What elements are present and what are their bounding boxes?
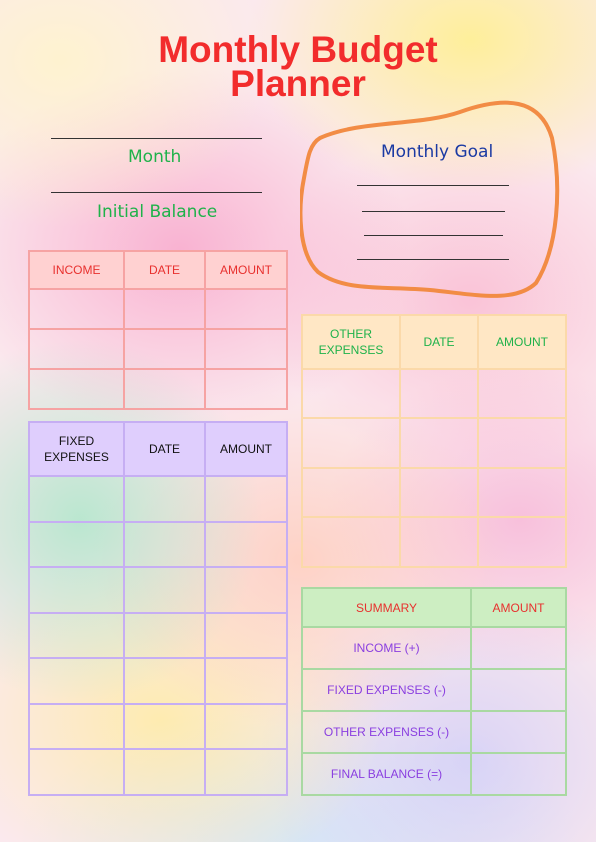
table-cell[interactable]: [301, 417, 401, 469]
table-cell[interactable]: [204, 288, 288, 330]
goal-line-3[interactable]: [364, 235, 503, 236]
table-cell[interactable]: [28, 288, 125, 330]
date-header: DATE: [123, 421, 206, 477]
summary-row-other-expenses: OTHER EXPENSES (-): [301, 710, 472, 754]
table-cell[interactable]: [399, 417, 479, 469]
table-cell[interactable]: [28, 748, 125, 796]
table-cell[interactable]: [204, 657, 288, 705]
goal-line-4[interactable]: [357, 259, 509, 260]
table-cell[interactable]: [123, 566, 206, 614]
date-header: DATE: [399, 314, 479, 370]
table-cell[interactable]: [470, 668, 567, 712]
table-cell[interactable]: [301, 516, 401, 568]
table-cell[interactable]: [470, 710, 567, 754]
table-cell[interactable]: [123, 703, 206, 750]
table-cell[interactable]: [28, 368, 125, 410]
table-cell[interactable]: [123, 328, 206, 370]
table-cell[interactable]: [204, 328, 288, 370]
table-cell[interactable]: [123, 521, 206, 568]
table-cell[interactable]: [204, 703, 288, 750]
table-cell[interactable]: [470, 626, 567, 670]
date-header: DATE: [123, 250, 206, 290]
summary-row-fixed-expenses: FIXED EXPENSES (-): [301, 668, 472, 712]
table-cell[interactable]: [28, 328, 125, 370]
goal-line-2[interactable]: [362, 211, 505, 212]
amount-header: AMOUNT: [477, 314, 567, 370]
table-cell[interactable]: [204, 475, 288, 523]
table-cell[interactable]: [204, 521, 288, 568]
table-cell[interactable]: [204, 612, 288, 659]
table-cell[interactable]: [123, 612, 206, 659]
goal-line-1[interactable]: [357, 185, 509, 186]
table-cell[interactable]: [301, 467, 401, 518]
table-cell[interactable]: [123, 288, 206, 330]
table-cell[interactable]: [28, 657, 125, 705]
summary-row-income: INCOME (+): [301, 626, 472, 670]
table-cell[interactable]: [204, 566, 288, 614]
table-cell[interactable]: [123, 475, 206, 523]
page-title-line-2: Planner: [230, 63, 366, 104]
table-cell[interactable]: [123, 657, 206, 705]
table-cell[interactable]: [28, 703, 125, 750]
month-line[interactable]: [51, 138, 262, 139]
income-header: INCOME: [28, 250, 125, 290]
table-cell[interactable]: [204, 368, 288, 410]
table-cell[interactable]: [477, 368, 567, 419]
table-cell[interactable]: [28, 612, 125, 659]
table-cell[interactable]: [477, 516, 567, 568]
table-cell[interactable]: [204, 748, 288, 796]
table-cell[interactable]: [301, 368, 401, 419]
other-expenses-table: OTHER EXPENSES DATE AMOUNT: [301, 314, 567, 568]
table-cell[interactable]: [123, 748, 206, 796]
table-cell[interactable]: [399, 467, 479, 518]
table-cell[interactable]: [470, 752, 567, 796]
fixed-expenses-table: FIXED EXPENSES DATE AMOUNT: [28, 421, 288, 796]
table-cell[interactable]: [477, 467, 567, 518]
table-cell[interactable]: [399, 516, 479, 568]
goal-label: Monthly Goal: [381, 142, 494, 162]
amount-header: AMOUNT: [204, 421, 288, 477]
table-cell[interactable]: [399, 368, 479, 419]
summary-row-final-balance: FINAL BALANCE (=): [301, 752, 472, 796]
summary-table: SUMMARY AMOUNT INCOME (+) FIXED EXPENSES…: [301, 587, 567, 796]
table-cell[interactable]: [28, 521, 125, 568]
other-expenses-header: OTHER EXPENSES: [301, 314, 401, 370]
income-table: INCOME DATE AMOUNT: [28, 250, 288, 410]
initial-balance-label: Initial Balance: [97, 202, 218, 222]
goal-outline: [300, 100, 560, 298]
fixed-expenses-header: FIXED EXPENSES: [28, 421, 125, 477]
table-cell[interactable]: [123, 368, 206, 410]
amount-header: AMOUNT: [204, 250, 288, 290]
table-cell[interactable]: [477, 417, 567, 469]
table-cell[interactable]: [28, 566, 125, 614]
summary-header: SUMMARY: [301, 587, 472, 628]
page-title-line-1: Monthly Budget: [158, 29, 438, 70]
amount-header: AMOUNT: [470, 587, 567, 628]
initial-balance-line[interactable]: [51, 192, 262, 193]
table-cell[interactable]: [28, 475, 125, 523]
month-label: Month: [128, 147, 182, 167]
